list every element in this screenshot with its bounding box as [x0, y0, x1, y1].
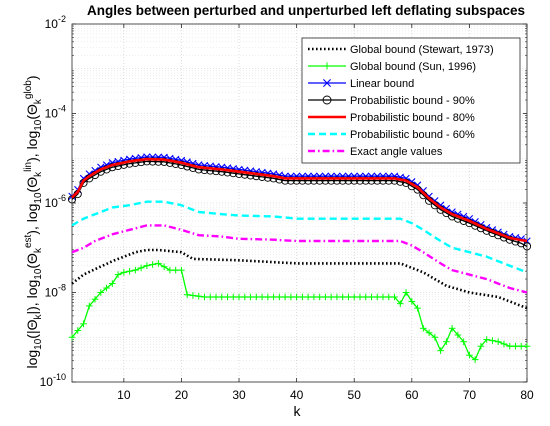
- data-point: [367, 176, 376, 185]
- data-point: [378, 176, 388, 185]
- series-line: [71, 200, 528, 274]
- y-tick-label: 10-4: [45, 104, 66, 121]
- legend-label: Probabilistic bound - 60%: [350, 129, 475, 141]
- data-point: [142, 157, 151, 166]
- data-point: [148, 157, 157, 166]
- y-tick-label: 10-2: [45, 14, 66, 31]
- data-point: [131, 158, 140, 167]
- data-point: [323, 79, 331, 87]
- series-1: [71, 248, 528, 310]
- data-point: [361, 176, 370, 185]
- legend: Global bound (Stewart, 1973) Global bound…: [301, 37, 521, 164]
- series-line: [71, 224, 528, 294]
- data-point: [350, 176, 359, 185]
- legend-label: Exact angle values: [350, 146, 443, 158]
- data-point: [390, 176, 399, 185]
- data-point: [234, 169, 244, 178]
- x-tick-label: 40: [290, 388, 304, 402]
- data-point: [355, 176, 365, 185]
- data-point: [396, 177, 405, 186]
- data-point: [223, 168, 232, 177]
- data-point: [321, 176, 330, 185]
- data-point: [286, 176, 295, 185]
- data-point: [211, 167, 221, 176]
- data-point: [522, 242, 532, 251]
- axis-ticks: 10 20 30 40 50 60 70 80 10-10 10-8 10-6 10-4 10-2: [40, 14, 534, 402]
- data-point: [338, 176, 347, 185]
- data-point: [246, 171, 255, 180]
- data-point: [373, 176, 382, 185]
- data-point: [281, 176, 290, 185]
- data-point: [263, 173, 272, 182]
- y-axis-label-text: log10(|Θk|), log10(Θkest), log10(Θklin),…: [23, 75, 44, 368]
- data-point: [344, 176, 353, 185]
- data-point: [194, 165, 203, 174]
- data-point: [171, 159, 180, 168]
- data-point: [85, 170, 93, 178]
- series-5: [71, 157, 528, 243]
- data-point: [125, 159, 134, 168]
- series-line: [71, 160, 528, 247]
- y-axis-label: log10(|Θk|), log10(Θkest), log10(Θklin),…: [23, 75, 44, 368]
- series-6: [71, 200, 528, 274]
- data-point: [114, 161, 123, 171]
- legend-label: Global bound (Stewart, 1973): [350, 44, 494, 56]
- legend-label: Probabilistic bound - 80%: [350, 112, 475, 124]
- data-point: [200, 165, 209, 175]
- series-group: [67, 153, 532, 363]
- x-tick-label: 70: [463, 388, 477, 402]
- series-line: [71, 248, 528, 310]
- data-point: [79, 174, 88, 183]
- data-point: [309, 176, 318, 185]
- data-point: [315, 176, 324, 185]
- x-tick-label: 60: [405, 388, 419, 402]
- x-tick-label: 50: [348, 388, 362, 402]
- data-point: [240, 170, 249, 179]
- series-line: [71, 157, 528, 243]
- x-tick-label: 10: [117, 388, 131, 402]
- data-point: [298, 176, 307, 185]
- data-point: [252, 172, 261, 181]
- data-point: [160, 157, 169, 166]
- legend-label: Linear bound: [350, 78, 414, 90]
- x-tick-label: 80: [520, 388, 534, 402]
- data-point: [292, 176, 301, 185]
- data-point: [206, 166, 215, 175]
- data-point: [165, 158, 174, 167]
- y-tick-label: 10-10: [40, 372, 66, 389]
- x-axis-label: k: [294, 403, 302, 419]
- x-tick-label: 20: [175, 388, 189, 402]
- legend-label: Probabilistic bound - 90%: [350, 95, 475, 107]
- y-tick-label: 10-8: [45, 283, 66, 300]
- data-point: [119, 160, 128, 169]
- legend-label: Global bound (Sun, 1996): [350, 61, 476, 73]
- data-point: [304, 176, 313, 185]
- series-4: [67, 157, 532, 251]
- x-tick-label: 30: [232, 388, 246, 402]
- data-point: [275, 175, 284, 184]
- data-point: [217, 167, 226, 176]
- data-point: [229, 169, 238, 178]
- data-point: [269, 174, 278, 183]
- data-point: [154, 157, 163, 166]
- data-point: [322, 95, 332, 105]
- chart-title: Angles between perturbed and unperturbed…: [87, 3, 525, 18]
- series-2: [68, 260, 531, 363]
- data-point: [332, 176, 341, 185]
- data-point: [137, 158, 146, 167]
- data-point: [258, 172, 267, 181]
- series-7: [71, 224, 528, 294]
- data-point: [384, 176, 393, 185]
- y-tick-label: 10-6: [45, 193, 66, 210]
- data-point: [327, 176, 336, 185]
